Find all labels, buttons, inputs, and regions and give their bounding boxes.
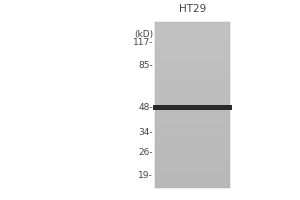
- Bar: [155, 134, 230, 136]
- Bar: [155, 109, 230, 111]
- Bar: [155, 146, 230, 149]
- Bar: [155, 78, 230, 80]
- Bar: [155, 43, 230, 45]
- Bar: [155, 28, 230, 30]
- Bar: [155, 72, 230, 74]
- Bar: [155, 53, 230, 55]
- Bar: [155, 126, 230, 128]
- Bar: [155, 41, 230, 43]
- Bar: [155, 76, 230, 78]
- Bar: [155, 70, 230, 72]
- Text: 19-: 19-: [138, 171, 153, 180]
- Bar: [155, 45, 230, 47]
- Bar: [155, 151, 230, 153]
- Bar: [155, 84, 230, 86]
- Bar: [155, 171, 230, 173]
- Bar: [155, 169, 230, 171]
- Bar: [155, 144, 230, 146]
- Bar: [155, 22, 230, 24]
- Bar: [155, 178, 230, 180]
- Text: 85-: 85-: [138, 61, 153, 70]
- Bar: [155, 82, 230, 84]
- Text: HT29: HT29: [179, 4, 206, 14]
- Bar: [155, 132, 230, 134]
- Bar: [155, 64, 230, 66]
- Bar: [155, 47, 230, 49]
- Bar: [155, 86, 230, 88]
- Bar: [155, 101, 230, 103]
- Bar: [155, 49, 230, 51]
- Bar: [155, 124, 230, 126]
- Text: 26-: 26-: [138, 148, 153, 157]
- Bar: [155, 103, 230, 105]
- Bar: [155, 128, 230, 130]
- Bar: [155, 184, 230, 186]
- Bar: [155, 57, 230, 59]
- Bar: [155, 61, 230, 64]
- Bar: [155, 165, 230, 167]
- Bar: [155, 167, 230, 169]
- Bar: [155, 113, 230, 115]
- Bar: [155, 186, 230, 188]
- Bar: [155, 30, 230, 32]
- Bar: [155, 136, 230, 138]
- Bar: [155, 142, 230, 144]
- Bar: [155, 32, 230, 34]
- Bar: [155, 140, 230, 142]
- Bar: [155, 173, 230, 176]
- Bar: [155, 180, 230, 182]
- Bar: [155, 93, 230, 95]
- Bar: [155, 39, 230, 41]
- Bar: [155, 68, 230, 70]
- Bar: [155, 138, 230, 140]
- Bar: [155, 149, 230, 151]
- Bar: [155, 88, 230, 90]
- Bar: [155, 176, 230, 178]
- Bar: [155, 37, 230, 39]
- Bar: [155, 111, 230, 113]
- Bar: [155, 163, 230, 165]
- Bar: [155, 117, 230, 120]
- Bar: [155, 34, 230, 37]
- Bar: [155, 155, 230, 157]
- Bar: [155, 74, 230, 76]
- Bar: [155, 80, 230, 82]
- Bar: [155, 97, 230, 99]
- Bar: [155, 24, 230, 26]
- Bar: [155, 51, 230, 53]
- Bar: [155, 153, 230, 155]
- Bar: [155, 115, 230, 117]
- Bar: [155, 157, 230, 159]
- Bar: [155, 105, 230, 107]
- Bar: [153, 105, 232, 110]
- Bar: [155, 107, 230, 109]
- Bar: [155, 66, 230, 68]
- Text: (kD): (kD): [134, 30, 153, 39]
- Bar: [155, 122, 230, 124]
- Bar: [155, 130, 230, 132]
- Text: 117-: 117-: [133, 38, 153, 47]
- Bar: [155, 55, 230, 57]
- Bar: [155, 59, 230, 61]
- Text: 34-: 34-: [138, 128, 153, 137]
- Bar: [155, 182, 230, 184]
- Bar: [155, 22, 230, 188]
- Bar: [155, 161, 230, 163]
- Bar: [155, 99, 230, 101]
- Bar: [155, 95, 230, 97]
- Text: 48-: 48-: [138, 103, 153, 112]
- Bar: [155, 120, 230, 122]
- Bar: [155, 90, 230, 93]
- Bar: [155, 26, 230, 28]
- Bar: [155, 159, 230, 161]
